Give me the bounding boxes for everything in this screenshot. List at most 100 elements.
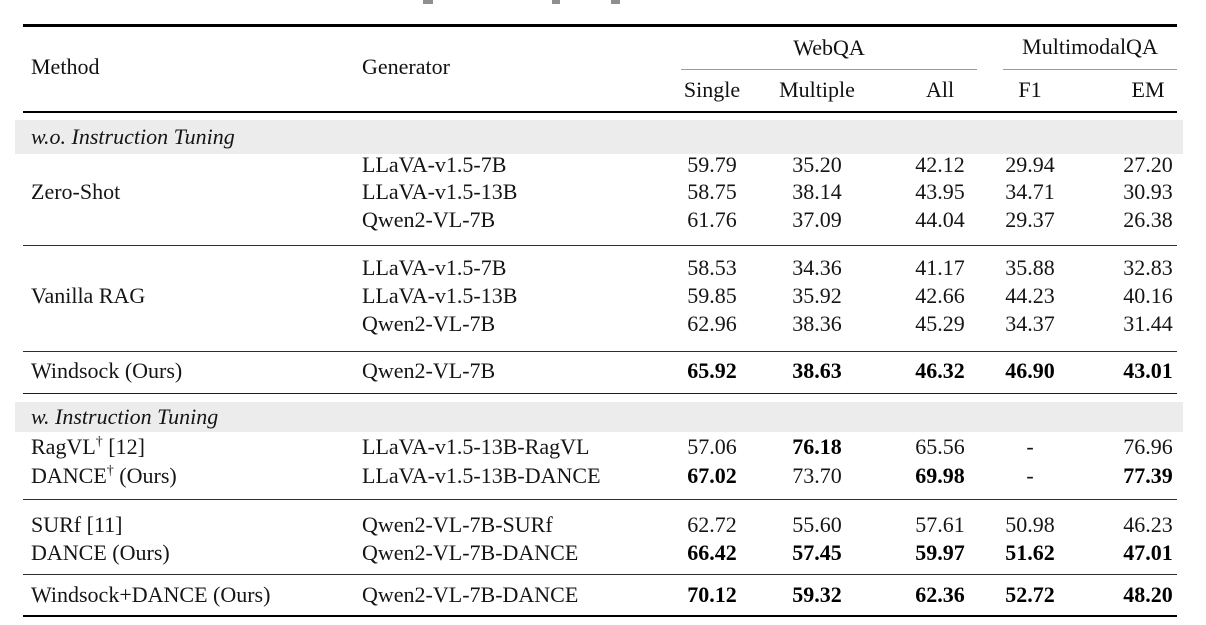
col-group-webqa: WebQA [793,35,865,60]
col-header-generator: Generator [362,54,450,79]
midrule [23,245,1177,247]
value-cell: 35.88 [1005,255,1055,280]
generator-cell: Qwen2-VL-7B-DANCE [362,582,579,607]
value-cell: 77.39 [1123,463,1173,488]
value-cell: 35.20 [792,152,842,177]
value-cell: 34.71 [1005,179,1055,204]
method-cell: DANCE (Ours) [31,540,170,565]
value-cell: 59.79 [687,152,737,177]
value-cell: 52.72 [1005,582,1055,607]
value-cell: 40.16 [1123,283,1173,308]
generator-cell: LLaVA-v1.5-13B-RagVL [362,434,590,459]
value-cell: 58.53 [687,255,737,280]
value-cell: 37.09 [792,206,842,232]
header-bottom-rule [23,111,1177,113]
value-cell: - [1026,434,1034,459]
value-cell: 57.45 [792,540,842,565]
value-cell: 59.85 [687,283,737,308]
value-cell: 48.20 [1123,582,1173,607]
generator-cell: LLaVA-v1.5-13B-DANCE [362,463,601,488]
midrule [23,351,1177,353]
value-cell: 62.36 [915,582,965,607]
value-cell: 76.96 [1123,434,1173,459]
col-header-em: EM [1131,77,1165,102]
value-cell: 29.37 [1005,206,1055,232]
method-cell: RagVL† [12] [31,434,145,459]
value-cell: 46.32 [915,357,965,383]
value-cell: 76.18 [792,434,842,459]
method-cell: Zero-Shot [31,179,121,204]
col-header-all: All [925,77,955,102]
value-cell: 57.06 [687,434,737,459]
value-cell: 38.14 [792,179,842,204]
value-cell: 69.98 [915,463,965,488]
value-cell: 26.38 [1123,206,1173,232]
generator-cell: LLaVA-v1.5-13B [362,283,518,308]
value-cell: 45.29 [915,311,965,336]
value-cell: 55.60 [792,512,842,537]
value-cell: - [1026,463,1034,488]
dagger-superscript: † [106,463,114,479]
value-cell: 62.96 [687,311,737,336]
col-header-single: Single [683,77,741,102]
value-cell: 61.76 [687,206,737,232]
value-cell: 57.61 [915,512,965,537]
value-cell: 47.01 [1123,540,1173,565]
value-cell: 58.75 [687,179,737,204]
value-cell: 59.32 [792,582,842,607]
section-band-w-instruction-tuning: w. Instruction Tuning [15,402,1183,432]
value-cell: 44.04 [915,206,965,232]
method-cell: Vanilla RAG [31,283,146,308]
value-cell: 34.36 [792,255,842,280]
value-cell: 43.95 [915,179,965,204]
generator-cell: LLaVA-v1.5-7B [362,152,507,177]
method-cell: Windsock+DANCE (Ours) [31,582,271,607]
value-cell: 31.44 [1123,311,1173,336]
value-cell: 50.98 [1005,512,1055,537]
value-cell: 44.23 [1005,283,1055,308]
value-cell: 43.01 [1123,357,1173,383]
generator-cell: LLaVA-v1.5-13B [362,179,518,204]
value-cell: 51.62 [1005,540,1055,565]
method-cell: SURf [11] [31,512,123,537]
section-band-wo-instruction-tuning: w.o. Instruction Tuning [15,120,1183,154]
multimodalqa-cmidrule [1003,69,1177,71]
col-header-multiple: Multiple [779,77,855,102]
dagger-superscript: † [95,434,103,450]
value-cell: 35.92 [792,283,842,308]
value-cell: 34.37 [1005,311,1055,336]
value-cell: 67.02 [687,463,737,488]
value-cell: 29.94 [1005,152,1055,177]
value-cell: 32.83 [1123,255,1173,280]
col-header-f1: F1 [1018,77,1042,102]
method-cell: DANCE† (Ours) [31,463,177,488]
midrule [23,574,1177,576]
generator-cell: Qwen2-VL-7B [362,357,496,383]
value-cell: 46.90 [1005,357,1055,383]
table-bottom-rule [23,614,1177,618]
section-midrule [23,392,1177,395]
generator-cell: Qwen2-VL-7B [362,206,496,232]
cropped-caption-fragment [423,0,433,4]
value-cell: 65.92 [687,357,737,383]
midrule [23,499,1177,501]
table-top-rule [23,24,1177,27]
value-cell: 66.42 [687,540,737,565]
value-cell: 46.23 [1123,512,1173,537]
value-cell: 62.72 [687,512,737,537]
value-cell: 41.17 [915,255,965,280]
value-cell: 65.56 [915,434,965,459]
cropped-caption-fragment [611,0,620,4]
value-cell: 59.97 [915,540,965,565]
value-cell: 30.93 [1123,179,1173,204]
generator-cell: Qwen2-VL-7B [362,311,496,336]
generator-cell: Qwen2-VL-7B-DANCE [362,540,579,565]
col-header-method: Method [31,54,100,79]
section-label: w. Instruction Tuning [31,404,219,429]
generator-cell: LLaVA-v1.5-7B [362,255,507,280]
value-cell: 70.12 [687,582,737,607]
method-cell: Windsock (Ours) [31,357,183,383]
value-cell: 42.66 [915,283,965,308]
value-cell: 42.12 [915,152,965,177]
